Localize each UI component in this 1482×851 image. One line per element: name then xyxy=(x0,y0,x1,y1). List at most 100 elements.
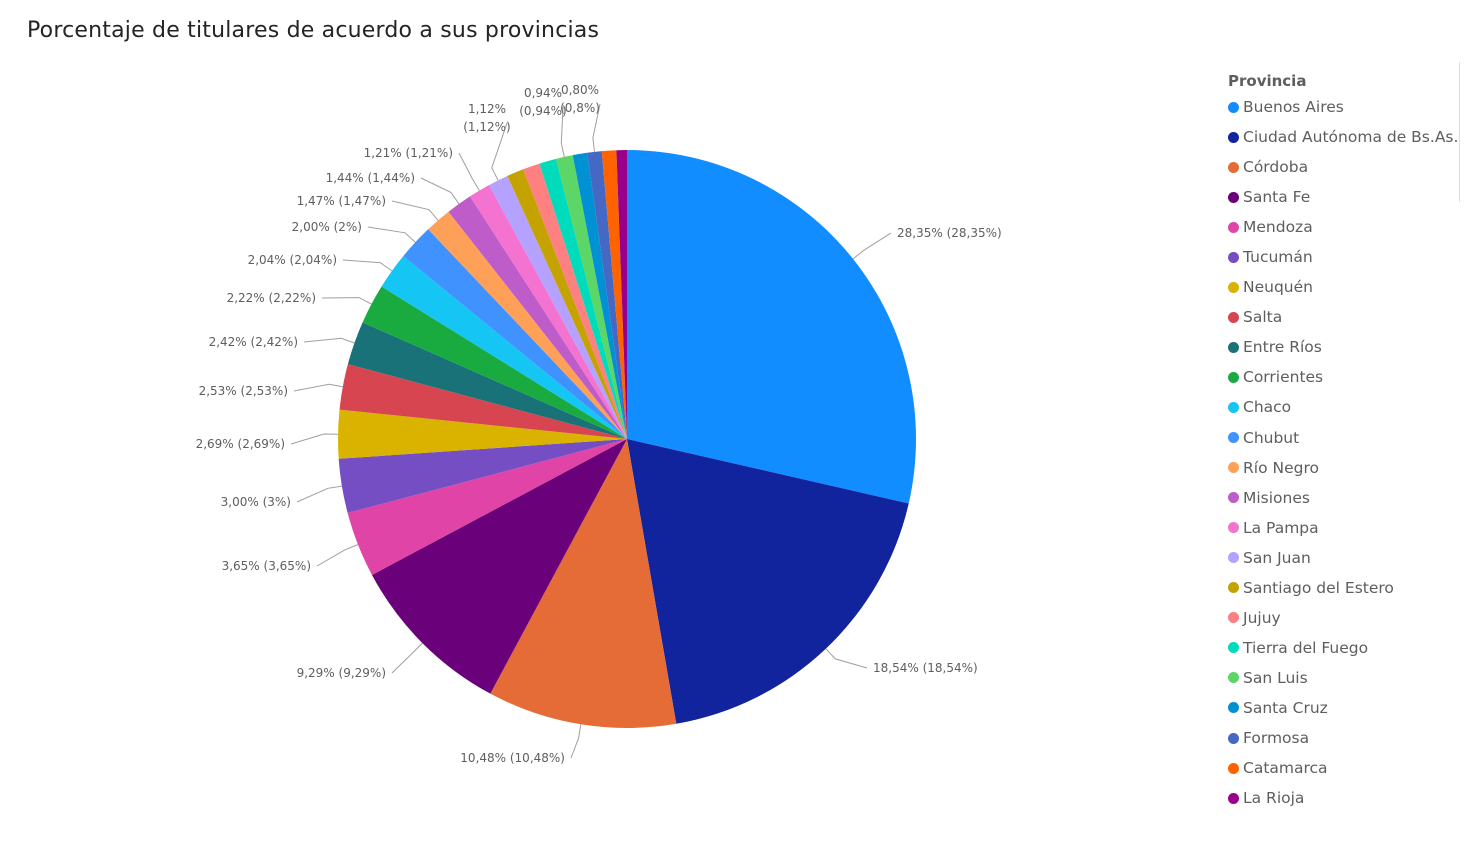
legend-label: Catamarca xyxy=(1243,759,1328,778)
pie-slice-san-juan[interactable] xyxy=(488,175,627,439)
legend-item-san-juan[interactable]: San Juan xyxy=(1228,543,1468,573)
data-label-buenos-aires: 28,35% (28,35%) xyxy=(897,226,1002,240)
legend-item-entre-rios[interactable]: Entre Ríos xyxy=(1228,332,1468,362)
legend-label: Mendoza xyxy=(1243,218,1313,237)
data-label-neuquen: 2,69% (2,69%) xyxy=(196,437,285,451)
leader-line xyxy=(316,544,359,567)
legend-swatch-icon xyxy=(1228,672,1239,684)
legend-item-mendoza[interactable]: Mendoza xyxy=(1228,212,1468,242)
leader-line xyxy=(825,648,868,669)
legend-swatch-icon xyxy=(1228,281,1239,293)
pie-slice-formosa[interactable] xyxy=(587,151,627,439)
pie-slice-santa-cruz[interactable] xyxy=(572,152,627,439)
legend-label: Río Negro xyxy=(1243,458,1319,477)
legend-item-tucuman[interactable]: Tucumán xyxy=(1228,242,1468,272)
legend-swatch-icon xyxy=(1228,612,1239,624)
legend-item-santa-fe[interactable]: Santa Fe xyxy=(1228,182,1468,212)
pie-slice-la-rioja[interactable] xyxy=(616,150,627,439)
leader-line xyxy=(290,433,339,445)
legend-swatch-icon xyxy=(1228,401,1239,413)
legend-item-tierra-del-fuego[interactable]: Tierra del Fuego xyxy=(1228,633,1468,663)
data-label-corrientes: 2,22% (2,22%) xyxy=(227,291,316,305)
leader-line xyxy=(570,724,582,759)
data-label-san-luis: 0,94% (0,94%) xyxy=(519,86,566,118)
legend-item-san-luis[interactable]: San Luis xyxy=(1228,663,1468,693)
pie-slice-san-luis[interactable] xyxy=(555,155,627,439)
pie-slice-neuquen[interactable] xyxy=(338,409,627,459)
legend-swatch-icon xyxy=(1228,432,1239,444)
pie-slice-corrientes[interactable] xyxy=(362,286,627,439)
data-label-chaco: 2,04% (2,04%) xyxy=(248,253,337,267)
legend-swatch-icon xyxy=(1228,702,1239,714)
legend-label: Chaco xyxy=(1243,398,1292,417)
legend-label: Neuquén xyxy=(1243,278,1313,297)
legend-item-buenos-aires[interactable]: Buenos Aires xyxy=(1228,92,1468,122)
leader-line xyxy=(303,337,355,344)
legend-item-corrientes[interactable]: Corrientes xyxy=(1228,362,1468,392)
legend-item-cordoba[interactable]: Córdoba xyxy=(1228,152,1468,182)
legend-swatch-icon xyxy=(1228,522,1239,534)
leader-line xyxy=(391,642,423,674)
leader-line xyxy=(342,259,393,272)
legend: Provincia Buenos Aires Ciudad Autónoma de… xyxy=(1228,70,1468,813)
pie-slice-santa-fe[interactable] xyxy=(371,439,627,694)
legend-item-ciudad-autonoma-de-bs-as[interactable]: Ciudad Autónoma de Bs.As. xyxy=(1228,122,1468,152)
pie-slice-misiones[interactable] xyxy=(448,196,628,439)
legend-item-salta[interactable]: Salta xyxy=(1228,302,1468,332)
legend-item-chubut[interactable]: Chubut xyxy=(1228,423,1468,453)
legend-items: Buenos Aires Ciudad Autónoma de Bs.As. Cór… xyxy=(1228,92,1468,813)
leader-line xyxy=(321,297,372,305)
leader-line xyxy=(296,485,342,503)
pie-slice-mendoza[interactable] xyxy=(347,439,627,575)
data-label-entre-rios: 2,42% (2,42%) xyxy=(209,335,298,349)
pie-slice-catamarca[interactable] xyxy=(601,150,627,439)
pie-slice-santiago-del-estero[interactable] xyxy=(507,169,627,440)
pie-slice-la-pampa[interactable] xyxy=(469,185,627,439)
pie-slice-entre-rios[interactable] xyxy=(347,322,627,439)
legend-label: Tierra del Fuego xyxy=(1243,638,1369,657)
legend-swatch-icon xyxy=(1228,492,1239,504)
leader-line xyxy=(420,177,460,205)
pie-slice-cordoba[interactable] xyxy=(490,439,677,729)
legend-item-catamarca[interactable]: Catamarca xyxy=(1228,753,1468,783)
legend-item-chaco[interactable]: Chaco xyxy=(1228,392,1468,422)
legend-swatch-icon xyxy=(1228,552,1239,564)
data-label-tucuman: 3,00% (3%) xyxy=(221,495,291,509)
legend-label: Formosa xyxy=(1243,729,1310,747)
leader-line xyxy=(367,226,416,243)
legend-item-jujuy[interactable]: Jujuy xyxy=(1228,603,1468,633)
legend-label: Córdoba xyxy=(1243,158,1309,177)
pie-slice-chubut[interactable] xyxy=(403,229,627,439)
data-label-la-pampa: 1,21% (1,21%) xyxy=(364,146,453,160)
data-label-misiones: 1,44% (1,44%) xyxy=(326,171,415,185)
legend-swatch-icon xyxy=(1228,341,1239,353)
pie-slice-tierra-del-fuego[interactable] xyxy=(539,158,627,440)
legend-label: Entre Ríos xyxy=(1243,338,1322,357)
legend-item-formosa[interactable]: Formosa xyxy=(1228,723,1468,753)
pie-slice-chaco[interactable] xyxy=(381,256,627,439)
pie-slice-jujuy[interactable] xyxy=(523,163,627,439)
legend-item-la-pampa[interactable]: La Pampa xyxy=(1228,513,1468,543)
data-label-rio-negro: 1,47% (1,47%) xyxy=(297,194,386,208)
legend-swatch-icon xyxy=(1228,101,1239,113)
legend-label: La Pampa xyxy=(1243,518,1319,537)
legend-label: Corrientes xyxy=(1243,368,1324,387)
legend-item-misiones[interactable]: Misiones xyxy=(1228,483,1468,513)
leader-line xyxy=(560,106,565,158)
pie-slice-buenos-aires[interactable] xyxy=(627,150,916,504)
legend-item-neuquen[interactable]: Neuquén xyxy=(1228,272,1468,302)
leader-line xyxy=(592,103,601,152)
pie-slice-salta[interactable] xyxy=(339,364,628,439)
legend-item-rio-negro[interactable]: Río Negro xyxy=(1228,453,1468,483)
pie-slice-rio-negro[interactable] xyxy=(428,211,627,439)
legend-item-santiago-del-estero[interactable]: Santiago del Estero xyxy=(1228,573,1468,603)
legend-swatch-icon xyxy=(1228,582,1239,594)
legend-item-santa-cruz[interactable]: Santa Cruz xyxy=(1228,693,1468,723)
legend-item-la-rioja[interactable]: La Rioja xyxy=(1228,783,1468,813)
legend-label: Chubut xyxy=(1243,428,1300,447)
leader-line xyxy=(458,152,480,191)
pie-slice-ciudad-autonoma-de-bs-as[interactable] xyxy=(627,439,909,724)
legend-label: Misiones xyxy=(1243,488,1310,507)
pie-slice-tucuman[interactable] xyxy=(338,439,627,513)
